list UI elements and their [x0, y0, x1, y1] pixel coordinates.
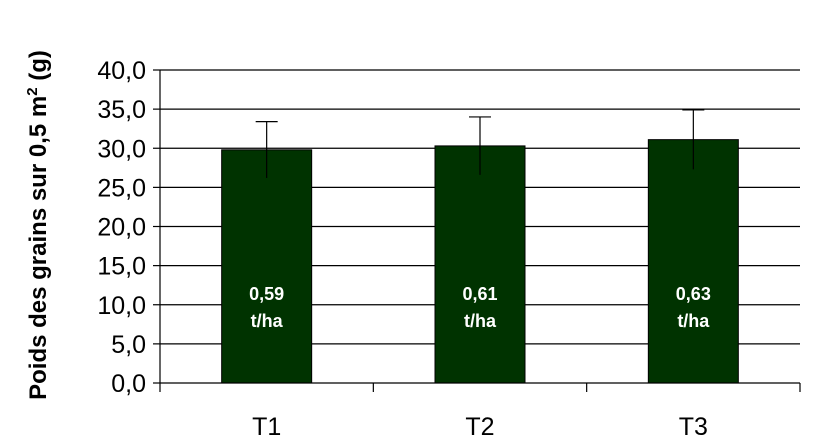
y-tick-label: 25,0	[97, 174, 146, 202]
y-tick-label: 0,0	[111, 370, 146, 398]
bar-data-label: 0,63	[676, 284, 711, 304]
axes	[153, 69, 801, 392]
y-tick-label: 20,0	[97, 214, 146, 242]
y-axis-label-unit: (g)	[25, 50, 52, 87]
y-tick-label: 5,0	[111, 331, 146, 359]
y-tick-label: 30,0	[97, 135, 146, 163]
bars	[221, 109, 739, 384]
y-axis-label: Poids des grains sur 0,5 m2 (g)	[24, 50, 52, 400]
y-tick-label: 35,0	[97, 96, 146, 124]
bar-data-label-unit: t/ha	[251, 311, 284, 331]
bar	[434, 145, 526, 384]
x-tick-label: T2	[465, 413, 494, 438]
bar-data-label: 0,61	[462, 284, 497, 304]
y-tick-label: 15,0	[97, 253, 146, 281]
bar-data-label-unit: t/ha	[464, 311, 497, 331]
x-tick-label: T1	[252, 413, 281, 438]
y-tick-label: 10,0	[97, 292, 146, 320]
bar-data-label-unit: t/ha	[677, 311, 710, 331]
bar	[647, 139, 739, 384]
y-tick-label: 40,0	[97, 57, 146, 85]
labels: 0,0 5,0 10,0 15,0 20,0 25,0 30,0 35,0 40,0 0,59 t/…	[97, 57, 711, 438]
x-tick-label: T3	[679, 413, 708, 438]
bar-data-label: 0,59	[249, 284, 284, 304]
bar	[221, 149, 313, 384]
y-axis-label-superscript: 2	[24, 87, 41, 95]
